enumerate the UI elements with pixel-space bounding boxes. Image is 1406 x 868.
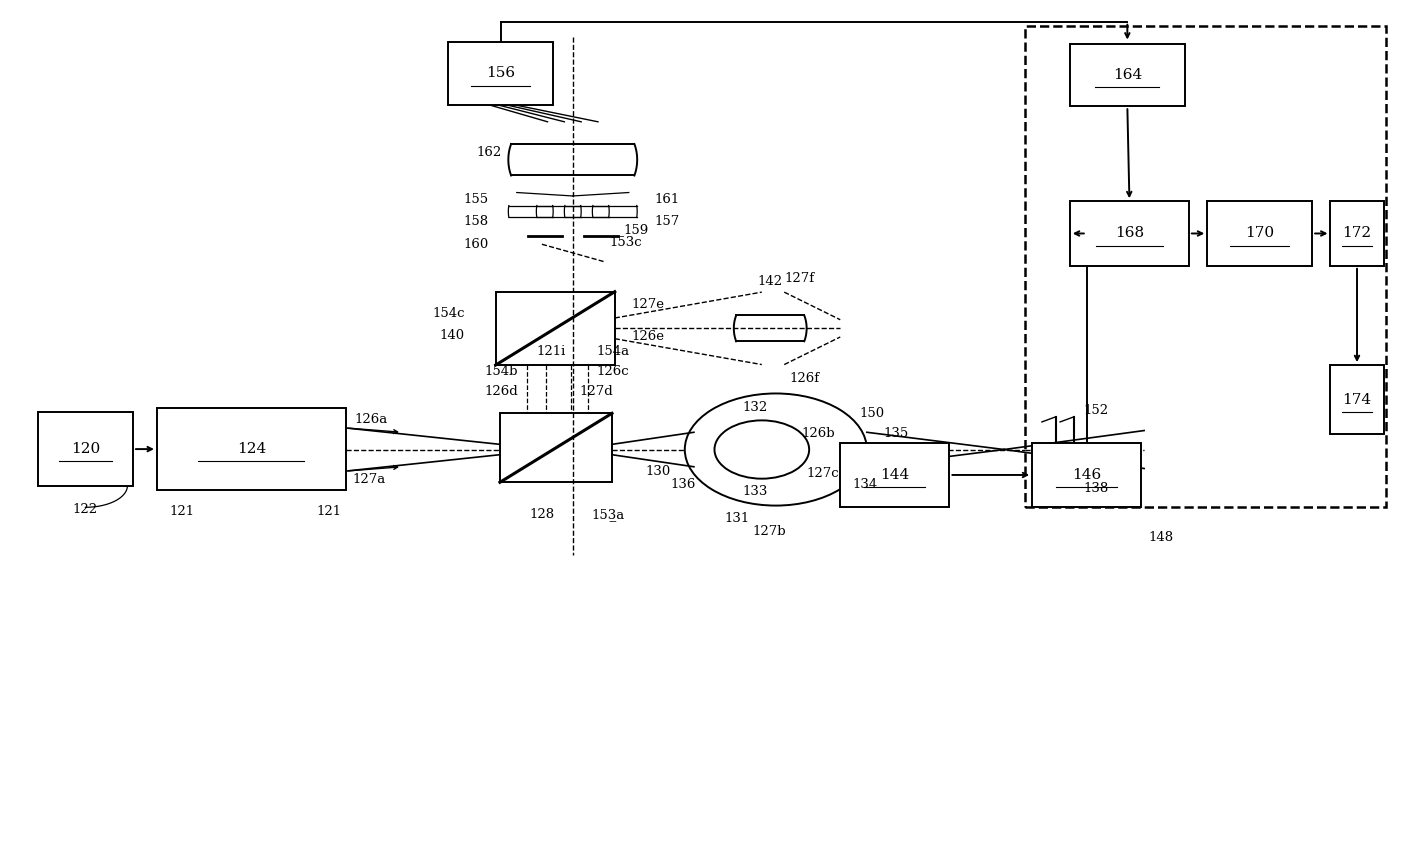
Text: 126e: 126e — [631, 331, 665, 344]
Text: 146: 146 — [1073, 468, 1101, 482]
Text: 126f: 126f — [790, 372, 820, 385]
Text: 148: 148 — [1149, 531, 1174, 544]
Text: 152: 152 — [1084, 404, 1109, 418]
FancyBboxPatch shape — [501, 413, 612, 483]
Text: 168: 168 — [1115, 227, 1144, 240]
Text: 133: 133 — [742, 485, 768, 498]
Text: 142: 142 — [758, 275, 783, 288]
Text: 127c: 127c — [807, 467, 839, 480]
Text: 136: 136 — [671, 477, 696, 490]
Text: 138: 138 — [1084, 482, 1109, 495]
Text: 127f: 127f — [785, 272, 814, 285]
Text: 127a: 127a — [353, 473, 387, 486]
Text: 122: 122 — [73, 503, 98, 516]
Text: 144: 144 — [880, 468, 910, 482]
FancyBboxPatch shape — [1032, 443, 1142, 507]
Text: 164: 164 — [1112, 69, 1142, 82]
FancyBboxPatch shape — [1070, 201, 1189, 266]
FancyBboxPatch shape — [1025, 26, 1386, 507]
Text: 154b: 154b — [485, 365, 519, 378]
Text: 160: 160 — [464, 238, 489, 251]
Text: 131: 131 — [724, 512, 749, 525]
Text: 126b: 126b — [801, 428, 835, 440]
FancyBboxPatch shape — [1330, 365, 1384, 434]
Text: 132: 132 — [742, 401, 768, 414]
Text: 161: 161 — [654, 193, 679, 206]
FancyBboxPatch shape — [841, 443, 949, 507]
Text: 155: 155 — [464, 193, 489, 206]
Text: 126d: 126d — [485, 385, 519, 398]
Text: 162: 162 — [477, 147, 502, 160]
Text: 154a: 154a — [596, 345, 630, 358]
Text: 120: 120 — [70, 442, 100, 456]
FancyBboxPatch shape — [449, 43, 553, 104]
FancyBboxPatch shape — [1330, 201, 1384, 266]
Text: 153̲a: 153̲a — [591, 508, 624, 521]
Text: 154c: 154c — [433, 307, 465, 320]
Text: 130: 130 — [645, 464, 671, 477]
FancyBboxPatch shape — [38, 412, 134, 486]
Text: 121: 121 — [170, 505, 194, 518]
Text: 156: 156 — [486, 67, 515, 81]
Text: 127d: 127d — [579, 385, 613, 398]
Text: 172: 172 — [1343, 227, 1372, 240]
Text: 153c: 153c — [609, 236, 641, 249]
Text: 170: 170 — [1246, 227, 1274, 240]
Text: 121i: 121i — [537, 345, 565, 358]
Text: 121: 121 — [316, 505, 342, 518]
Text: 124: 124 — [236, 442, 266, 456]
Text: 127b: 127b — [752, 525, 786, 538]
Text: 158: 158 — [464, 215, 489, 228]
Text: 159: 159 — [623, 224, 648, 237]
FancyBboxPatch shape — [157, 408, 346, 490]
Text: 140: 140 — [440, 329, 465, 342]
Text: 134: 134 — [853, 477, 879, 490]
Text: 126a: 126a — [354, 413, 388, 426]
Text: 135: 135 — [883, 428, 908, 440]
Text: 157: 157 — [654, 215, 679, 228]
FancyBboxPatch shape — [496, 292, 614, 365]
Text: 126c: 126c — [596, 365, 630, 378]
FancyBboxPatch shape — [1208, 201, 1312, 266]
Text: 174: 174 — [1343, 392, 1372, 406]
Text: 128: 128 — [530, 508, 554, 521]
Text: 127e: 127e — [631, 298, 665, 311]
Text: 150: 150 — [860, 407, 884, 420]
FancyBboxPatch shape — [1070, 44, 1185, 106]
